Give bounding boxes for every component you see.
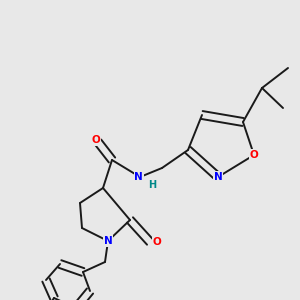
Text: O: O bbox=[250, 150, 258, 160]
Text: H: H bbox=[148, 180, 156, 190]
Text: O: O bbox=[153, 237, 161, 247]
Text: N: N bbox=[214, 172, 222, 182]
Text: O: O bbox=[92, 135, 100, 145]
Text: N: N bbox=[103, 236, 112, 246]
Text: N: N bbox=[134, 172, 143, 182]
